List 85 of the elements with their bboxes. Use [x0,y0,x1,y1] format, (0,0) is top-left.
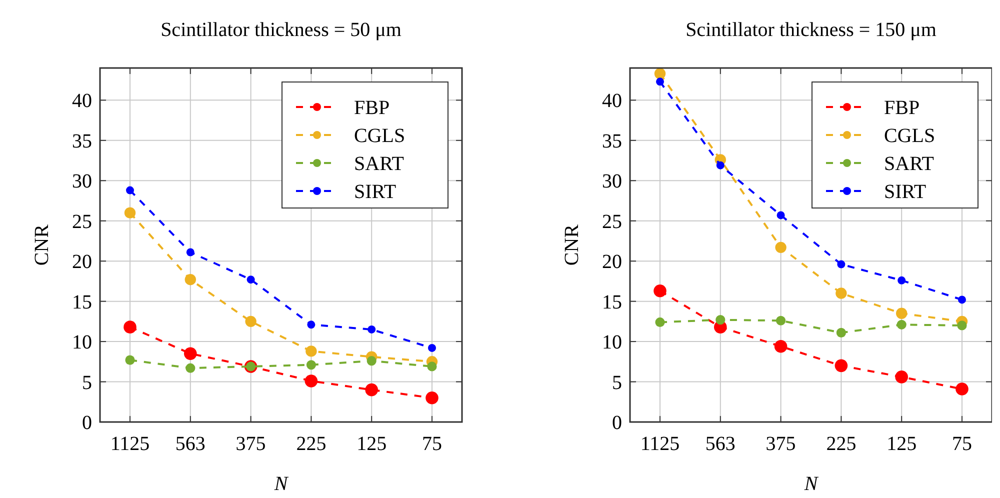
x-tick-label: 75 [422,433,442,455]
legend-label: FBP [884,97,920,119]
y-tick-label: 5 [612,372,622,394]
point [307,320,316,329]
point [366,356,376,366]
point [124,207,136,218]
point [775,242,786,254]
point [655,317,665,328]
legend-label: SART [884,153,934,175]
point [306,360,316,370]
x-tick-label: 125 [356,433,387,455]
point [958,296,966,304]
point [246,276,255,284]
x-tick-label: 225 [826,433,856,455]
point [654,284,666,298]
point [957,320,967,330]
point [716,161,724,170]
y-tick-label: 0 [82,412,92,434]
point [426,391,438,404]
legend-label: SIRT [884,181,926,203]
point [124,320,136,334]
x-tick-label: 1125 [640,433,680,455]
point [125,355,135,365]
legend-label: SIRT [354,181,396,203]
y-axis-title: CNR [561,224,583,266]
y-tick-label: 20 [602,251,622,274]
y-tick-label: 40 [72,90,92,112]
y-tick-label: 15 [602,291,622,314]
point [186,363,196,373]
x-tick-label: 563 [175,433,206,455]
x-tick-label: 563 [705,433,736,455]
point [776,316,786,326]
y-axis-title: CNR [31,224,53,266]
chart-title: Scintillator thickness = 50 μm [160,19,402,41]
point [656,78,664,86]
chart-title: Scintillator thickness = 150 μm [686,19,937,41]
x-tick-label: 1125 [110,433,150,455]
point [428,344,436,352]
point [186,248,194,256]
point [304,374,318,388]
point [898,276,906,284]
point [427,362,437,372]
point [126,186,134,194]
y-tick-label: 35 [72,130,92,152]
y-tick-label: 5 [82,372,92,394]
x-axis-title: N [273,473,290,495]
x-axis-title: N [803,473,820,495]
point [654,68,666,80]
x-tick-label: 125 [886,433,917,455]
point [365,383,378,396]
point [306,346,317,357]
point [776,211,785,220]
legend-label: CGLS [884,125,936,147]
y-tick-label: 30 [602,170,622,193]
y-tick-label: 30 [72,170,92,193]
y-tick-label: 10 [72,332,92,354]
x-tick-label: 75 [952,433,972,455]
point [834,359,848,372]
point [837,260,846,268]
y-tick-label: 35 [602,130,622,152]
legend-label: SART [354,153,404,175]
point [896,308,908,319]
point [368,325,376,334]
point [716,315,726,325]
y-tick-label: 0 [612,412,622,434]
y-tick-label: 40 [602,90,622,112]
point [896,320,906,330]
point [774,340,788,353]
legend-label: CGLS [354,125,406,147]
y-tick-label: 25 [602,210,622,233]
point [895,370,908,384]
legend-label: FBP [354,97,390,119]
y-tick-label: 20 [72,251,92,274]
point [184,274,196,286]
y-tick-label: 25 [72,210,92,233]
point [836,328,846,338]
point [184,347,197,360]
x-tick-label: 375 [236,433,266,455]
x-tick-label: 225 [296,433,326,455]
y-tick-label: 10 [602,332,622,354]
point [245,316,256,328]
x-tick-label: 375 [766,433,796,455]
y-tick-label: 15 [72,291,92,314]
point [836,288,847,299]
point [956,382,968,396]
